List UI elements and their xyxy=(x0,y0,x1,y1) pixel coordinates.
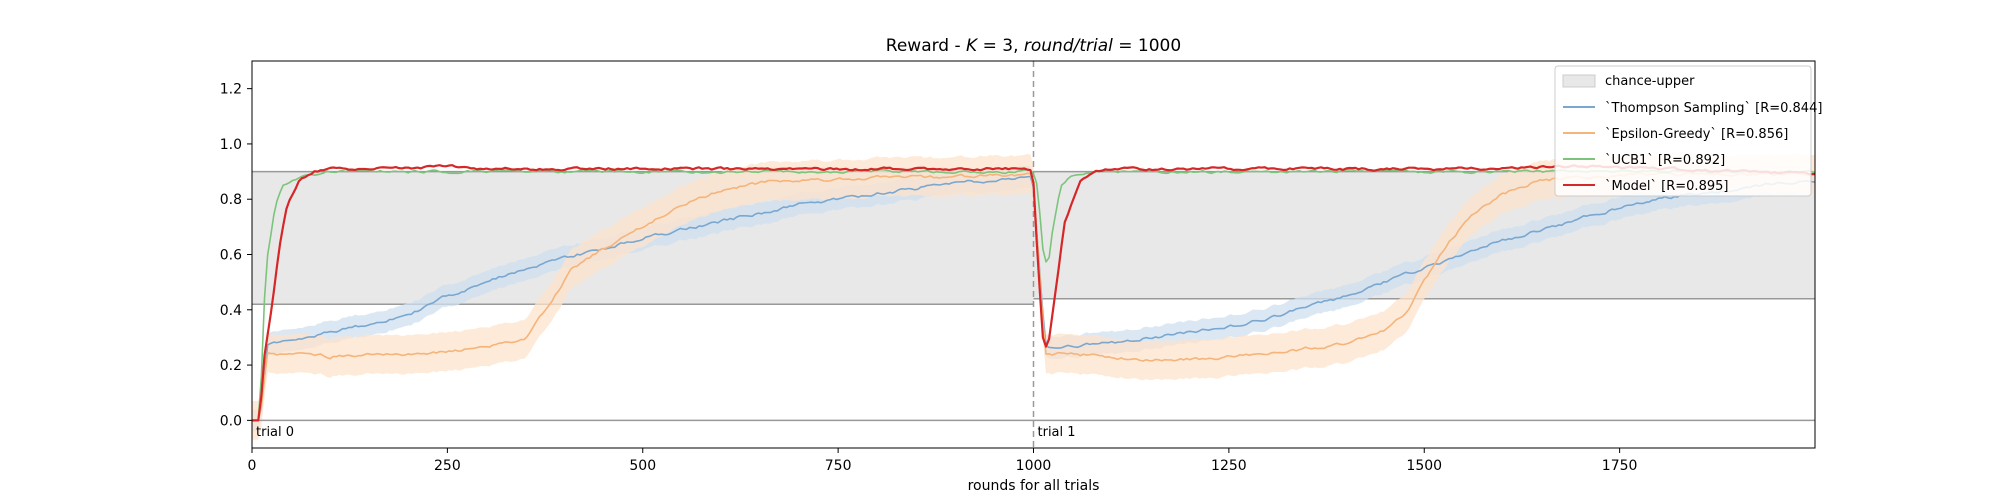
y-tick-label: 0.2 xyxy=(220,358,242,374)
legend-label-2: `UCB1` [R=0.892] xyxy=(1605,153,1725,168)
y-tick-label: 0.0 xyxy=(220,413,242,429)
trial-label-1: trial 1 xyxy=(1038,425,1076,440)
legend-label-1: `Epsilon-Greedy` [R=0.856] xyxy=(1605,127,1788,142)
trial-label-0: trial 0 xyxy=(256,425,294,440)
series-band-1 xyxy=(252,153,1815,440)
legend-label-0: `Thompson Sampling` [R=0.844] xyxy=(1605,101,1822,116)
x-tick-label: 1500 xyxy=(1406,458,1442,474)
trial-annotations: trial 0 trial 1 xyxy=(256,425,1076,440)
legend-box xyxy=(1554,65,1812,197)
y-tick-label: 0.8 xyxy=(220,192,242,208)
y-tick-label: 1.2 xyxy=(220,82,242,98)
confidence-band-layer xyxy=(252,153,1815,440)
legend: chance-upper `Thompson Sampling` [R=0.844… xyxy=(1554,65,1822,197)
reference-lines xyxy=(252,61,1815,448)
x-tick-label: 1750 xyxy=(1602,458,1638,474)
x-tick-label: 1250 xyxy=(1211,458,1247,474)
chart-title: Reward - K = 3, round/trial = 1000 xyxy=(886,36,1181,56)
y-axis: 0.0 0.2 0.4 0.6 0.8 1.0 1.2 xyxy=(220,82,252,429)
x-tick-label: 750 xyxy=(825,458,852,474)
y-tick-label: 0.6 xyxy=(220,248,242,264)
y-tick-label: 1.0 xyxy=(220,137,242,153)
legend-swatch-chance xyxy=(1562,74,1596,88)
legend-label-3: `Model` [R=0.895] xyxy=(1605,179,1728,194)
x-axis-label: rounds for all trials xyxy=(968,478,1100,494)
x-axis: 0 250 500 750 1000 1250 1500 1750 xyxy=(248,448,1638,474)
x-tick-label: 500 xyxy=(629,458,656,474)
x-tick-label: 1000 xyxy=(1016,458,1052,474)
x-tick-label: 250 xyxy=(434,458,461,474)
x-tick-label: 0 xyxy=(248,458,257,474)
legend-label-chance: chance-upper xyxy=(1605,74,1695,89)
y-tick-label: 0.4 xyxy=(220,303,242,319)
